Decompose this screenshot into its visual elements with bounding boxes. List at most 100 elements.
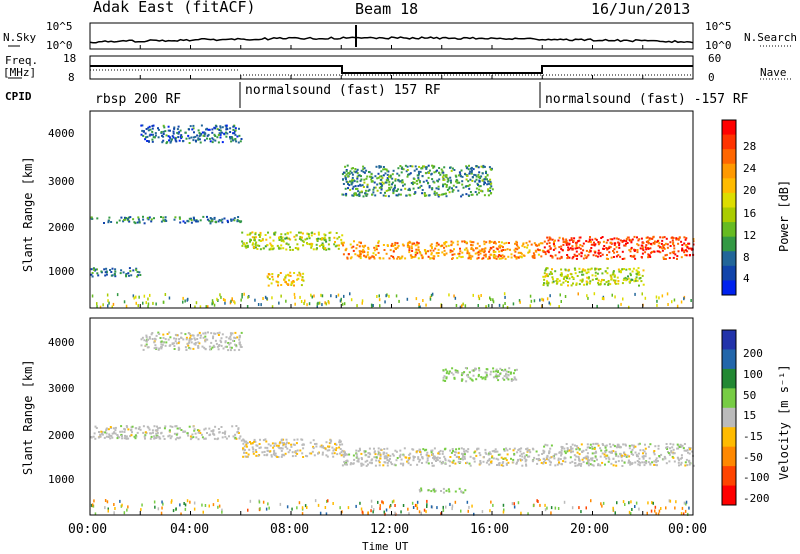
velocity-noise-cell bbox=[460, 510, 462, 513]
power-echo-cell bbox=[137, 271, 139, 273]
velocity-echo-cell bbox=[151, 332, 153, 334]
velocity-echo-cell bbox=[495, 370, 497, 372]
power-echo-cell bbox=[411, 182, 413, 184]
power-echo-cell bbox=[465, 193, 467, 195]
power-echo-cell bbox=[430, 253, 432, 255]
power-echo-cell bbox=[560, 246, 562, 248]
power-echo-cell bbox=[590, 250, 592, 252]
power-echo-cell bbox=[418, 249, 420, 251]
power-echo-cell bbox=[667, 247, 669, 249]
power-echo-cell bbox=[255, 242, 257, 244]
power-noise-cell bbox=[388, 295, 390, 298]
power-echo-cell bbox=[342, 178, 344, 180]
velocity-echo-cell bbox=[223, 348, 225, 350]
power-echo-cell bbox=[241, 232, 243, 234]
velocity-echo-cell bbox=[599, 464, 601, 466]
velocity-noise-cell bbox=[655, 506, 657, 509]
velocity-echo-cell bbox=[276, 456, 278, 458]
power-noise-cell bbox=[379, 294, 381, 297]
velocity-echo-cell bbox=[469, 463, 471, 465]
velocity-echo-cell bbox=[628, 460, 630, 462]
power-echo-cell bbox=[354, 168, 356, 170]
power-echo-cell bbox=[518, 247, 520, 249]
power-echo-cell bbox=[343, 194, 345, 196]
power-echo-cell bbox=[355, 188, 357, 190]
velocity-echo-cell bbox=[576, 447, 578, 449]
velocity-echo-cell bbox=[458, 452, 460, 454]
power-echo-cell bbox=[162, 217, 164, 219]
velocity-noise-cell bbox=[268, 507, 270, 510]
power-echo-cell bbox=[97, 274, 99, 276]
power-echo-cell bbox=[289, 272, 291, 274]
velocity-echo-cell bbox=[104, 431, 106, 433]
power-echo-cell bbox=[191, 137, 193, 139]
power-echo-cell bbox=[598, 250, 600, 252]
power-echo-cell bbox=[226, 133, 228, 135]
power-echo-cell bbox=[280, 284, 282, 286]
velocity-echo-cell bbox=[186, 432, 188, 434]
power-noise-cell bbox=[587, 297, 589, 300]
power-echo-cell bbox=[401, 182, 403, 184]
velocity-echo-cell bbox=[373, 456, 375, 458]
velocity-echo-cell bbox=[256, 445, 258, 447]
power-echo-cell bbox=[494, 251, 496, 253]
velocity-echo-cell bbox=[153, 438, 155, 440]
velocity-echo-cell bbox=[279, 442, 281, 444]
velocity-echo-cell bbox=[184, 431, 186, 433]
velocity-echo-cell bbox=[169, 345, 171, 347]
power-echo-cell bbox=[500, 258, 502, 260]
power-echo-cell bbox=[352, 246, 354, 248]
velocity-echo-cell bbox=[199, 332, 201, 334]
velocity-echo-cell bbox=[435, 460, 437, 462]
power-echo-cell bbox=[479, 250, 481, 252]
power-echo-cell bbox=[633, 256, 635, 258]
velocity-echo-cell bbox=[439, 457, 441, 459]
power-noise-cell bbox=[240, 299, 242, 302]
velocity-echo-cell bbox=[648, 446, 650, 448]
power-echo-cell bbox=[219, 125, 221, 127]
power-echo-cell bbox=[338, 248, 340, 250]
velocity-echo-cell bbox=[344, 451, 346, 453]
velocity-echo-cell bbox=[286, 442, 288, 444]
velocity-noise-cell bbox=[389, 505, 391, 508]
power-echo-cell bbox=[114, 274, 116, 276]
power-echo-cell bbox=[333, 237, 335, 239]
power-echo-cell bbox=[155, 132, 157, 134]
velocity-echo-cell bbox=[604, 464, 606, 466]
velocity-echo-cell bbox=[427, 459, 429, 461]
velocity-echo-cell bbox=[290, 444, 292, 446]
velocity-noise-cell bbox=[161, 501, 163, 504]
velocity-echo-cell bbox=[164, 425, 166, 427]
power-noise-cell bbox=[622, 298, 624, 301]
velocity-echo-cell bbox=[490, 453, 492, 455]
power-echo-cell bbox=[346, 257, 348, 259]
velocity-echo-cell bbox=[168, 332, 170, 334]
velocity-echo-cell bbox=[678, 462, 680, 464]
power-echo-cell bbox=[277, 276, 279, 278]
power-echo-cell bbox=[416, 244, 418, 246]
power-echo-cell bbox=[235, 127, 237, 129]
power-noise-cell bbox=[430, 298, 432, 301]
power-echo-cell bbox=[424, 195, 426, 197]
velocity-echo-cell bbox=[680, 458, 682, 460]
power-echo-cell bbox=[238, 128, 240, 130]
power-echo-cell bbox=[452, 257, 454, 259]
velocity-echo-cell bbox=[513, 453, 515, 455]
power-echo-cell bbox=[200, 134, 202, 136]
velocity-echo-cell bbox=[464, 489, 466, 491]
velocity-echo-cell bbox=[380, 449, 382, 451]
power-echo-cell bbox=[347, 165, 349, 167]
power-echo-cell bbox=[398, 245, 400, 247]
velocity-echo-cell bbox=[416, 464, 418, 466]
power-echo-cell bbox=[203, 135, 205, 137]
power-echo-cell bbox=[592, 274, 594, 276]
velocity-echo-cell bbox=[315, 446, 317, 448]
power-echo-cell bbox=[177, 128, 179, 130]
velocity-echo-cell bbox=[164, 427, 166, 429]
power-echo-cell bbox=[311, 245, 313, 247]
power-echo-cell bbox=[425, 172, 427, 174]
velocity-echo-cell bbox=[145, 345, 147, 347]
velocity-echo-cell bbox=[641, 461, 643, 463]
power-echo-cell bbox=[128, 275, 130, 277]
power-echo-cell bbox=[563, 278, 565, 280]
